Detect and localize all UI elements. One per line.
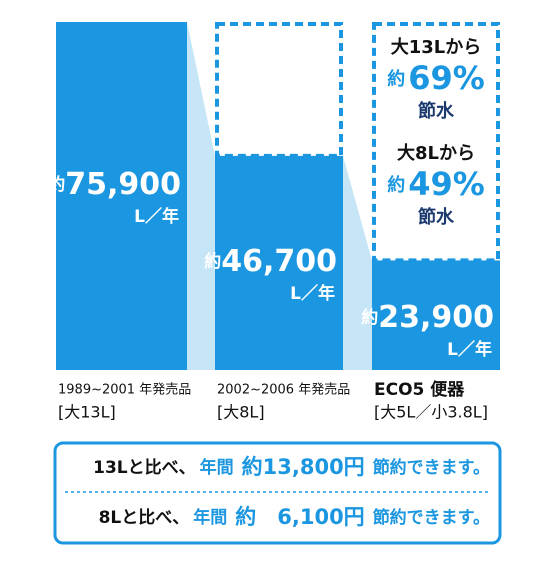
value-label-part: 75,900 xyxy=(65,167,181,202)
bar xyxy=(56,22,187,370)
footer-line-part: 8Lと比べ、 xyxy=(99,507,190,528)
category-note: [大13L] xyxy=(58,403,116,422)
value-label-part: 約 xyxy=(204,251,221,272)
footer-line-part: 節約できます。 xyxy=(372,457,490,478)
value-unit: L／年 xyxy=(290,283,335,304)
annotation-amount-part: 約 xyxy=(387,174,405,196)
category-label: 2002~2006 年発売品 xyxy=(217,382,350,398)
category-note: [大8L] xyxy=(217,403,265,422)
annotation-from: 大13Lから xyxy=(391,36,482,58)
footer-line: 8Lと比べ、 年間約 6,100円 節約できます。 xyxy=(99,505,490,529)
footer-line-part: 約13,800円 xyxy=(242,455,365,479)
annotation-from: 大8Lから xyxy=(397,142,475,164)
annotation-amount-part: 69% xyxy=(408,59,485,97)
footer-line-part: 節約できます。 xyxy=(372,507,490,528)
footer-line-part: 年間 xyxy=(193,507,227,528)
value-unit: L／年 xyxy=(447,339,492,360)
value-label: 約23,900 xyxy=(361,300,494,335)
footer-box xyxy=(53,441,502,545)
footer-line-part: 13Lと比べ、 xyxy=(93,457,196,478)
category-note: [大5L／小3.8L] xyxy=(374,403,488,422)
annotation-amount-part: 約 xyxy=(387,68,405,90)
value-label: 約75,900 xyxy=(48,167,181,202)
category-label: ECO5 便器 xyxy=(374,379,465,400)
value-label-part: 46,700 xyxy=(221,244,337,279)
value-label-part: 約 xyxy=(361,307,378,328)
bar xyxy=(215,155,343,370)
footer-line-part: 年間 xyxy=(200,457,234,478)
annotation-amount-part: 49% xyxy=(408,165,485,203)
connector xyxy=(187,22,215,370)
footer-line: 13Lと比べ、 年間 約13,800円 節約できます。 xyxy=(93,455,490,479)
annotation-word: 節水 xyxy=(418,100,455,122)
annotation-amount: 約69% xyxy=(387,59,485,97)
value-label-part: 約 xyxy=(48,174,65,195)
value-label-part: 23,900 xyxy=(378,300,494,335)
value-label: 約46,700 xyxy=(204,244,337,279)
value-unit: L／年 xyxy=(134,206,179,227)
bar xyxy=(372,260,500,370)
annotation-amount: 約49% xyxy=(387,165,485,203)
category-label: 1989~2001 年発売品 xyxy=(58,382,191,398)
footer-line-part: 約 6,100円 xyxy=(235,505,364,529)
annotation-word: 節水 xyxy=(418,206,455,228)
connector xyxy=(343,155,372,370)
reference-outline xyxy=(215,22,343,158)
